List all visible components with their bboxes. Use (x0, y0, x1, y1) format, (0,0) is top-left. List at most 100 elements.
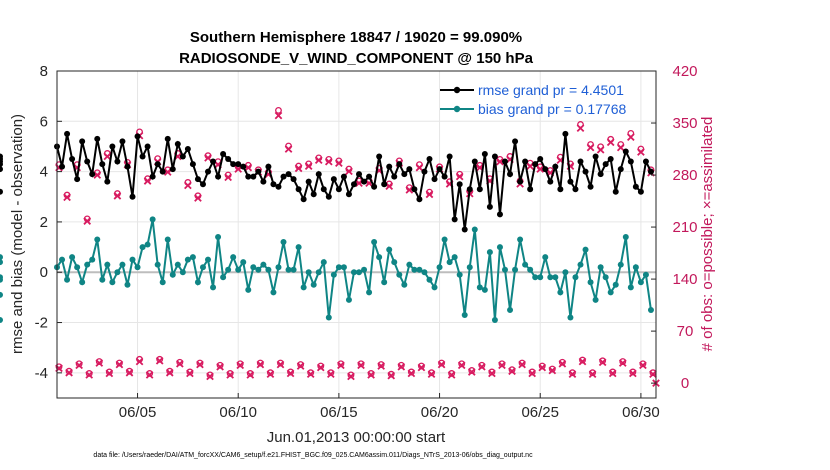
bias-point (411, 266, 418, 273)
bias-point (542, 254, 549, 261)
obs-assimilated-marker (186, 369, 194, 378)
bias-point (376, 254, 383, 261)
obs-assimilated-stroke (637, 148, 645, 156)
obs-possible-marker (55, 363, 63, 371)
obs-assimilated-marker (105, 369, 114, 378)
rmse-point (280, 173, 287, 180)
rmse-point (466, 186, 473, 193)
obs-assimilated-marker (115, 360, 124, 369)
obs-assimilated-stroke (357, 361, 365, 370)
obs-assimilated-stroke (639, 361, 647, 370)
bias-point (285, 266, 292, 273)
obs-possible-marker (275, 106, 282, 114)
rmse-point (612, 188, 619, 195)
obs-assimilated-stroke (324, 157, 333, 166)
rmse-point (210, 158, 217, 165)
bias-point (632, 264, 639, 271)
obs-assimilated-marker (103, 152, 112, 161)
bias-point (225, 266, 232, 273)
rmse-point (441, 173, 448, 180)
bias-point (310, 281, 317, 288)
bias-point (381, 279, 388, 286)
obs-assimilated-marker (93, 171, 102, 179)
rmse-point (557, 186, 564, 193)
obs-assimilated-stroke (475, 163, 484, 172)
obs-possible-marker (266, 369, 274, 377)
bias-point (481, 286, 488, 293)
rmse-point (607, 156, 614, 163)
obs-assimilated-marker (274, 111, 283, 120)
bias-point (260, 261, 267, 268)
bias-point (280, 239, 287, 246)
rmse-point (622, 148, 629, 155)
obs-possible-marker (538, 362, 546, 370)
obs-assimilated-stroke (367, 371, 375, 379)
obs-possible-marker (478, 361, 486, 369)
rmse-point (426, 156, 433, 163)
obs-assimilated-stroke (508, 367, 516, 376)
rmse-point (461, 226, 468, 233)
obs-assimilated-marker (596, 145, 605, 154)
obs-assimilated-marker (387, 371, 396, 380)
obs-assimilated-stroke (498, 361, 506, 370)
obs-possible-marker (65, 367, 73, 375)
bias-point (486, 249, 493, 256)
obs-possible-marker (277, 359, 284, 367)
bias-point (0, 254, 3, 261)
obs-assimilated-marker (286, 369, 295, 378)
obs-assimilated-marker (498, 361, 506, 370)
bias-point (114, 269, 121, 276)
obs-assimilated-stroke (125, 368, 134, 377)
obs-assimilated-stroke (536, 165, 545, 173)
bias-point (265, 266, 272, 273)
rmse-point (647, 168, 654, 175)
rmse-point (74, 176, 81, 183)
obs-assimilated-stroke (314, 156, 323, 165)
rmse-point (240, 163, 247, 170)
obs-assimilated-marker (204, 154, 212, 162)
bias-point (466, 264, 473, 271)
rmse-point (265, 163, 272, 170)
obs-assimilated-marker (95, 359, 104, 367)
obs-assimilated-marker (576, 124, 585, 133)
obs-assimilated-marker (558, 359, 567, 368)
obs-possible-marker (568, 369, 576, 377)
obs-assimilated-marker (637, 148, 645, 156)
obs-assimilated-stroke (377, 362, 386, 370)
obs-assimilated-stroke (143, 177, 152, 185)
obs-possible-marker (548, 365, 556, 373)
bias-point (194, 279, 201, 286)
rmse-point (290, 176, 297, 183)
y-axis-label: rmse and bias (model - observation) (9, 114, 26, 354)
bias-point (179, 269, 186, 276)
bias-point (0, 291, 3, 298)
bias-point (627, 284, 634, 291)
rmse-point (501, 158, 508, 165)
bias-point (451, 254, 458, 261)
obs-assimilated-marker (314, 156, 323, 165)
bias-point (396, 271, 403, 278)
obs-assimilated-marker (467, 368, 476, 376)
rmse-point (517, 178, 524, 185)
obs-assimilated-marker (337, 361, 345, 370)
obs-possible-marker (407, 368, 415, 376)
obs-possible-marker (246, 370, 254, 377)
rmse-point (637, 188, 644, 195)
obs-assimilated-marker (427, 370, 436, 379)
rmse-point (330, 176, 337, 183)
obs-assimilated-marker (405, 186, 414, 194)
obs-assimilated-marker (196, 360, 204, 369)
rmse-point (285, 171, 292, 178)
bias-point (366, 289, 373, 296)
obs-possible-marker (146, 370, 154, 377)
bias-point (622, 234, 629, 241)
x-tick-label: 06/10 (219, 404, 257, 421)
rmse-point (587, 183, 594, 190)
obs-assimilated-marker (608, 369, 617, 378)
obs-assimilated-stroke (347, 372, 355, 381)
bias-point (507, 306, 514, 313)
right-y-tick-label: 70 (677, 323, 694, 340)
obs-assimilated-stroke (528, 369, 537, 378)
obs-assimilated-stroke (196, 360, 204, 369)
rmse-point (451, 216, 458, 223)
